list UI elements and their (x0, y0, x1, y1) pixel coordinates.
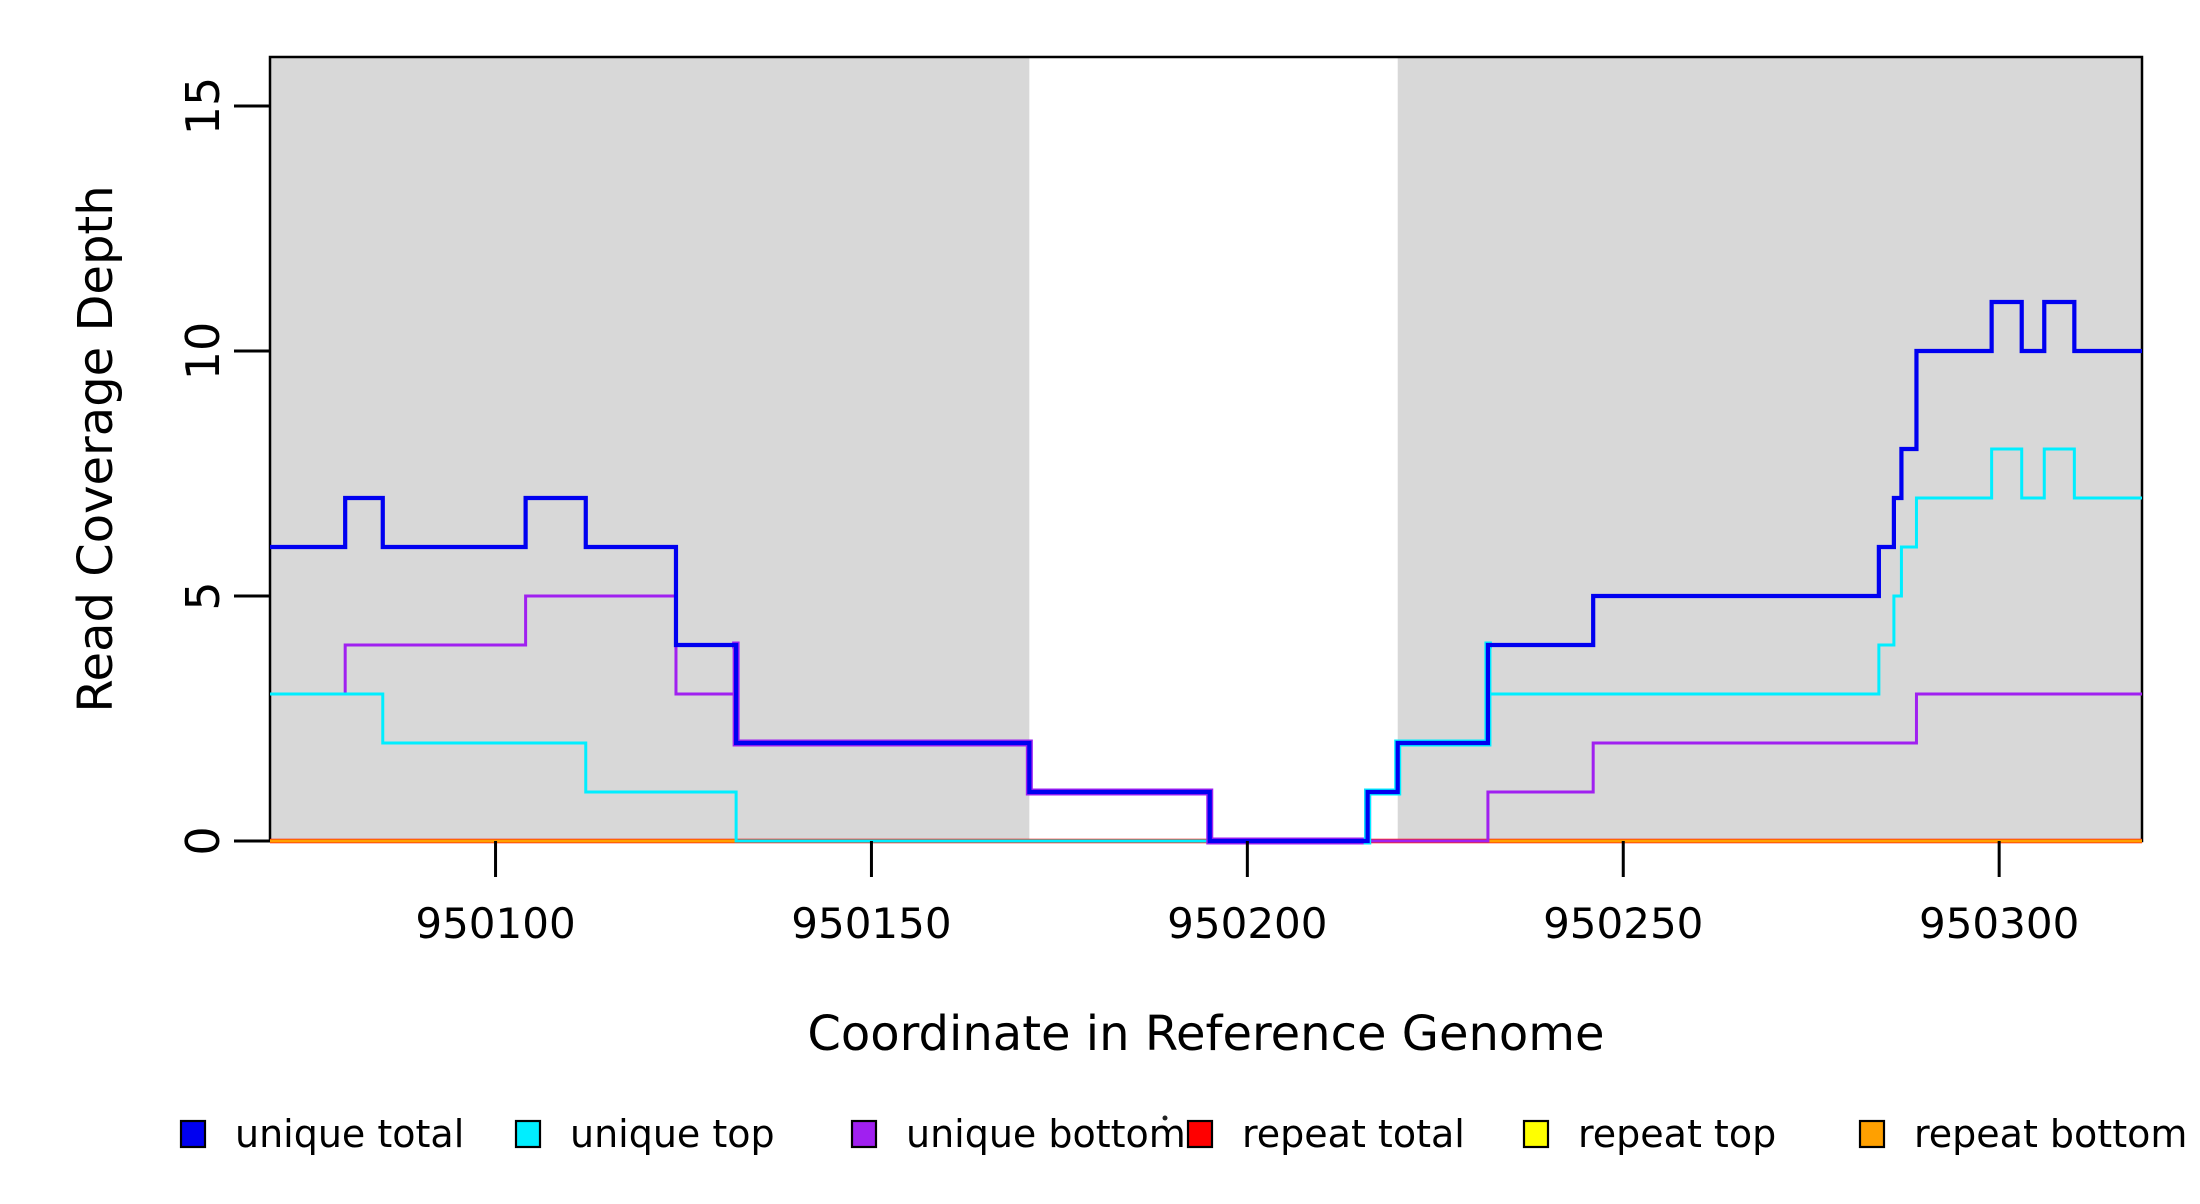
series-lines-layer (270, 299, 2142, 845)
legend-label-repeat-top: repeat top (1578, 1112, 1776, 1156)
legend-swatch-unique-bottom (850, 1119, 878, 1149)
x-tick-label-950300: 950300 (1919, 899, 2079, 948)
legend-label-unique-total: unique total (235, 1112, 464, 1156)
y-tick-label-10: 10 (176, 322, 230, 381)
y-tick-label-5: 5 (176, 581, 230, 610)
shaded-regions-layer (270, 57, 2142, 841)
legend-swatch-unique-total (179, 1119, 207, 1149)
series-line-unique_top (270, 447, 2142, 843)
legend-label-unique-bottom: unique bottom (906, 1112, 1186, 1156)
legend-label-repeat-total: repeat total (1242, 1112, 1465, 1156)
legend-item-unique-top: unique top (514, 1112, 775, 1156)
legend-swatch-unique-top (514, 1119, 542, 1149)
x-tick-label-950250: 950250 (1543, 899, 1703, 948)
shaded-region-1 (1397, 57, 2142, 841)
axis-ticks-layer (234, 104, 2001, 877)
legend-swatch-repeat-top (1522, 1119, 1550, 1149)
legend-label-repeat-bottom: repeat bottom (1914, 1112, 2187, 1156)
x-axis-title: Coordinate in Reference Genome (807, 1006, 1604, 1062)
legend-swatch-repeat-total (1186, 1119, 1214, 1149)
legend-item-repeat-top: repeat top (1522, 1112, 1776, 1156)
legend-item-unique-total: unique total (179, 1112, 464, 1156)
legend-item-repeat-total: repeat total (1186, 1112, 1465, 1156)
x-tick-label-950200: 950200 (1167, 899, 1327, 948)
legend-stray-dot (1162, 1115, 1168, 1121)
shaded-region-0 (270, 57, 1030, 841)
legend-item-unique-bottom: unique bottom (850, 1112, 1186, 1156)
y-axis-title: Read Coverage Depth (68, 185, 124, 712)
y-tick-label-0: 0 (176, 826, 230, 855)
x-tick-label-950150: 950150 (791, 899, 951, 948)
legend: unique total unique top unique bottom repea… (179, 1112, 2187, 1156)
x-tick-label-950100: 950100 (415, 899, 575, 948)
y-tick-label-15: 15 (176, 77, 230, 136)
series-line-unique_total (270, 299, 2142, 844)
legend-item-repeat-bottom: repeat bottom (1858, 1112, 2187, 1156)
tick-labels-layer: 950100 950150 950200 950250 950300 0 5 10 15 (176, 77, 2079, 948)
legend-label-unique-top: unique top (570, 1112, 775, 1156)
legend-swatch-repeat-bottom (1858, 1119, 1886, 1149)
